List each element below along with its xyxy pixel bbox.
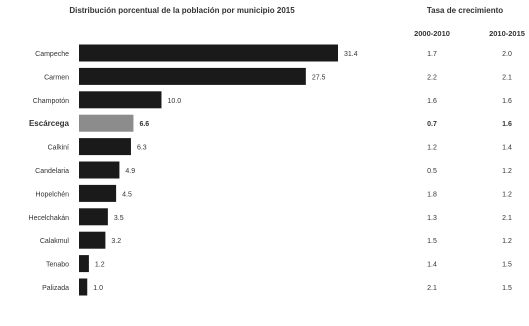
bar: [79, 44, 338, 62]
bar-value-label: 6.3: [137, 145, 147, 152]
growth-cell-2000-2010: 1.7: [427, 51, 437, 58]
bar: [79, 231, 106, 249]
growth-cell-2010-2015: 1.2: [502, 168, 512, 175]
chart-title: Distribución porcentual de la población …: [69, 6, 295, 15]
chart-rows: Campeche 31.4 1.7 2.0 Carmen 27.5 2.2 2.1 Champo…: [29, 44, 512, 296]
category-label: Carmen: [44, 74, 69, 81]
category-label: Hecelchakán: [29, 215, 70, 222]
bar: [79, 278, 88, 296]
growth-cell-2010-2015: 1.6: [502, 98, 512, 105]
bar-value-label: 1.0: [93, 285, 103, 292]
growth-cell-2010-2015: 1.6: [502, 121, 512, 128]
bar: [79, 138, 131, 156]
growth-cell-2000-2010: 1.5: [427, 238, 437, 245]
bar: [79, 208, 108, 226]
growth-cell-2010-2015: 1.5: [502, 262, 512, 269]
growth-cell-2010-2015: 1.2: [502, 238, 512, 245]
bar-value-label: 6.6: [139, 121, 149, 128]
growth-cell-2000-2010: 0.7: [427, 121, 437, 128]
growth-cell-2000-2010: 1.4: [427, 262, 437, 269]
bar: [79, 184, 117, 202]
category-label: Candelaria: [35, 168, 69, 175]
bar-value-label: 1.2: [95, 262, 105, 269]
bar-value-label: 31.4: [344, 51, 358, 58]
bar-value-label: 4.9: [125, 168, 135, 175]
growth-cell-2000-2010: 1.3: [427, 215, 437, 222]
growth-cell-2010-2015: 1.2: [502, 191, 512, 198]
growth-table-title: Tasa de crecimiento: [427, 6, 503, 15]
category-label: Campeche: [35, 51, 69, 58]
category-label: Calkiní: [48, 145, 69, 152]
bar: [79, 255, 89, 273]
category-label: Escárcega: [29, 119, 70, 128]
growth-cell-2010-2015: 2.1: [502, 74, 512, 81]
growth-cell-2000-2010: 1.6: [427, 98, 437, 105]
growth-cell-2010-2015: 1.4: [502, 145, 512, 152]
category-label: Hopelchén: [36, 191, 70, 198]
bar-value-label: 3.5: [114, 215, 124, 222]
category-label: Calakmul: [40, 238, 70, 245]
growth-cell-2000-2010: 0.5: [427, 168, 437, 175]
bar: [79, 91, 162, 109]
bar-value-label: 27.5: [312, 74, 326, 81]
growth-cell-2010-2015: 2.0: [502, 51, 512, 58]
growth-cell-2000-2010: 2.2: [427, 74, 437, 81]
bar: [79, 161, 120, 179]
category-label: Tenabo: [46, 262, 69, 269]
growth-col-header-2: 2010-2015: [489, 29, 525, 38]
category-label: Champotón: [33, 98, 69, 105]
bar-value-label: 3.2: [111, 238, 121, 245]
bar-value-label: 4.5: [122, 191, 132, 198]
category-label: Palizada: [42, 285, 69, 292]
bar-value-label: 10.0: [167, 98, 181, 105]
bar: [79, 67, 306, 85]
growth-cell-2000-2010: 2.1: [427, 285, 437, 292]
growth-cell-2010-2015: 2.1: [502, 215, 512, 222]
growth-cell-2000-2010: 1.2: [427, 145, 437, 152]
bar: [79, 114, 134, 132]
growth-cell-2000-2010: 1.8: [427, 191, 437, 198]
growth-col-header-1: 2000-2010: [414, 29, 450, 38]
growth-cell-2010-2015: 1.5: [502, 285, 512, 292]
